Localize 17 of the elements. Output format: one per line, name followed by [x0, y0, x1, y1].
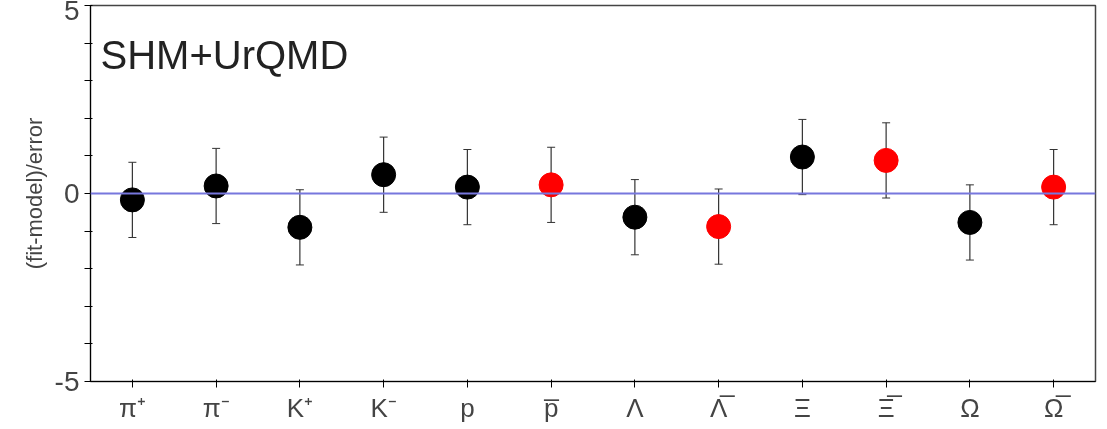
x-tick-label: p̅	[543, 392, 560, 423]
x-tick-label: p	[460, 392, 475, 423]
x-tick-label: π⁺	[118, 392, 146, 423]
x-tick-label: K⁺	[286, 392, 314, 423]
x-tick-label: Ξ̅	[877, 392, 903, 423]
y-tick-label: -5	[54, 366, 80, 397]
x-tick-label: Ξ	[793, 392, 811, 423]
x-tick-label: K⁻	[370, 392, 397, 423]
x-tick-label: Λ	[626, 392, 645, 423]
x-tick-label: π⁻	[202, 392, 230, 423]
x-tick-label: Λ̅	[709, 392, 736, 423]
y-axis-title: (fit-model)/error	[21, 117, 47, 270]
y-tick-label: 0	[63, 178, 80, 209]
annotation: SHM+UrQMD	[100, 32, 349, 77]
x-tick-label: Ω	[960, 392, 980, 423]
y-tick-label: 5	[63, 0, 80, 26]
x-tick-label: Ω̅	[1043, 392, 1072, 423]
